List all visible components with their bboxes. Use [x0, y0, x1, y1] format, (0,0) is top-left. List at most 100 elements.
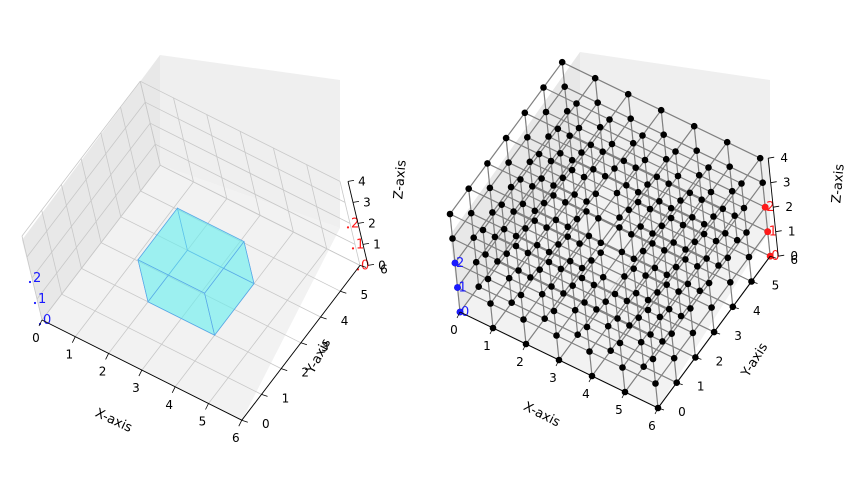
- right-lattice-node: [700, 220, 708, 228]
- right-x-tick-label: 5: [615, 403, 623, 417]
- right-lattice-edge: [657, 291, 691, 309]
- right-z-tick: [775, 230, 782, 233]
- right-lattice-edge: [522, 319, 527, 345]
- right-lattice-edge: [475, 261, 510, 279]
- right-lattice-edge: [581, 252, 602, 279]
- right-lattice-node: [580, 173, 588, 181]
- right-lattice-edge: [662, 340, 696, 358]
- right-lattice-edge: [536, 245, 541, 270]
- left-y-tick: [300, 342, 308, 346]
- right-lattice-node: [581, 299, 588, 306]
- right-lattice-edge: [565, 201, 599, 219]
- right-lattice-edge: [572, 260, 592, 287]
- right-lattice-edge: [638, 317, 672, 335]
- left-cube: [137, 207, 255, 336]
- right-lattice-edge: [635, 267, 656, 294]
- right-lattice-edge: [736, 239, 771, 257]
- right-lattice-edge: [571, 170, 576, 195]
- right-lattice-edge: [614, 293, 649, 311]
- right-lattice-edge: [682, 224, 717, 242]
- right-lattice-edge: [722, 183, 742, 210]
- right-lattice-edge: [762, 182, 766, 208]
- right-lattice-node: [684, 280, 692, 288]
- right-point-label-red-0: 0: [771, 249, 779, 264]
- right-lattice-edge: [625, 185, 630, 210]
- right-lattice-edge: [506, 253, 510, 279]
- right-lattice-node: [500, 225, 508, 233]
- right-lattice-edge: [491, 186, 512, 213]
- right-lattice-node: [512, 242, 520, 250]
- right-lattice-node: [564, 233, 571, 240]
- right-lattice-edge: [722, 208, 726, 234]
- right-lattice-edge: [538, 154, 543, 179]
- right-lattice-edge: [574, 310, 579, 335]
- right-lattice-node: [653, 173, 661, 181]
- right-lattice-node: [663, 281, 670, 289]
- right-lattice-edge: [541, 178, 545, 204]
- right-lattice-node: [583, 198, 590, 205]
- right-lattice-edge: [590, 119, 610, 146]
- right-lattice-node: [715, 262, 722, 269]
- left-point-dot-red-2: [346, 226, 350, 229]
- right-lattice-edge: [661, 200, 681, 227]
- right-lattice-node: [590, 166, 597, 173]
- right-lattice-node: [465, 185, 473, 192]
- left-z-tick-label: 0: [378, 258, 386, 272]
- right-lattice-node: [472, 258, 480, 266]
- right-lattice-node: [719, 205, 727, 213]
- right-lattice-edge: [643, 366, 677, 384]
- right-lattice-edge: [659, 316, 694, 334]
- right-lattice-edge: [564, 86, 598, 104]
- right-lattice-node: [550, 307, 558, 315]
- right-lattice-edge: [654, 267, 658, 293]
- right-lattice-edge: [629, 324, 663, 342]
- right-lattice-edge: [666, 259, 686, 286]
- right-lattice-edge: [517, 270, 522, 296]
- right-lattice-edge: [536, 219, 557, 246]
- right-lattice-edge: [658, 201, 663, 226]
- right-x-tick-label: 1: [483, 339, 491, 353]
- right-lattice-node: [586, 348, 593, 355]
- right-lattice-edge: [576, 102, 610, 121]
- right-lattice-node: [597, 239, 605, 247]
- right-lattice-edge: [703, 208, 724, 235]
- right-lattice-edge: [673, 242, 707, 260]
- right-lattice-node: [728, 187, 736, 195]
- right-lattice-edge: [692, 332, 696, 358]
- right-point-label-blue-2: 2: [456, 256, 464, 271]
- right-lattice-edge: [600, 252, 634, 270]
- right-lattice-edge: [486, 137, 507, 164]
- right-lattice-edge: [621, 251, 656, 269]
- right-lattice-edge: [557, 103, 577, 130]
- right-z-tick: [773, 205, 780, 208]
- right-lattice-edge: [684, 259, 689, 284]
- right-lattice-edge: [631, 233, 665, 251]
- right-lattice-edge: [529, 136, 549, 163]
- right-lattice-edge: [553, 310, 558, 336]
- right-lattice-node: [611, 165, 618, 172]
- right-lattice-node: [646, 205, 654, 213]
- right-lattice-edge: [508, 162, 512, 188]
- right-lattice-node: [738, 180, 745, 187]
- right-lattice-node: [647, 331, 654, 338]
- right-lattice-edge: [541, 178, 575, 196]
- right-lattice-edge: [630, 118, 634, 144]
- right-lattice-node: [661, 247, 668, 254]
- right-lattice-edge: [696, 150, 700, 176]
- right-point-label-red-1: 1: [769, 225, 777, 240]
- right-lattice-node: [564, 223, 572, 231]
- right-lattice-edge: [746, 206, 766, 233]
- right-lattice-node: [583, 208, 590, 215]
- right-lattice-node: [538, 290, 546, 298]
- right-lattice-edge: [731, 190, 766, 208]
- right-lattice-edge: [567, 236, 601, 254]
- right-lattice-node: [591, 74, 599, 82]
- right-lattice-edge: [597, 102, 631, 120]
- right-lattice-edge: [655, 357, 675, 384]
- right-lattice-node: [590, 281, 598, 289]
- right-lattice-edge: [508, 277, 543, 295]
- right-lattice-edge: [706, 232, 726, 259]
- right-lattice-node: [731, 212, 738, 219]
- right-lattice-node: [597, 249, 604, 256]
- right-lattice-edge: [526, 137, 531, 162]
